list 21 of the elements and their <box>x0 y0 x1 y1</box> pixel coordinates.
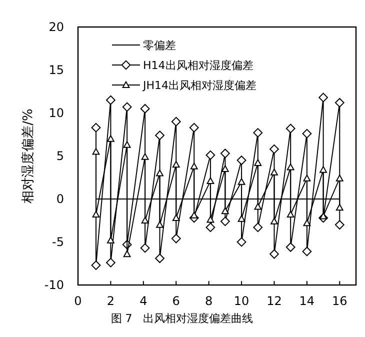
y-axis-title: 相对湿度偏差/% <box>20 108 36 204</box>
y-tick-label: 0 <box>56 192 64 206</box>
y-tick-label: 20 <box>48 20 64 34</box>
y-tick-label: 10 <box>48 106 64 120</box>
y-tick-label: 15 <box>48 63 64 77</box>
x-tick-label: 4 <box>140 294 148 308</box>
x-tick-label: 16 <box>332 294 348 308</box>
x-tick-label: 14 <box>299 294 315 308</box>
caption: 图 7 出风相对湿度偏差曲线 <box>110 312 254 325</box>
legend-label: 零偏差 <box>143 39 176 52</box>
x-tick-label: 8 <box>205 294 213 308</box>
x-tick-label: 10 <box>234 294 250 308</box>
legend-label: JH14出风相对湿度偏差 <box>142 79 257 92</box>
y-tick-label: 5 <box>56 149 64 163</box>
y-tick-label: -10 <box>44 278 64 292</box>
x-tick-label: 6 <box>172 294 180 308</box>
x-tick-label: 2 <box>106 294 115 308</box>
x-tick-label: 0 <box>74 294 82 308</box>
x-tick-label: 12 <box>266 294 282 308</box>
legend-label: H14出风相对湿度偏差 <box>143 59 254 72</box>
y-tick-label: -5 <box>52 235 64 249</box>
